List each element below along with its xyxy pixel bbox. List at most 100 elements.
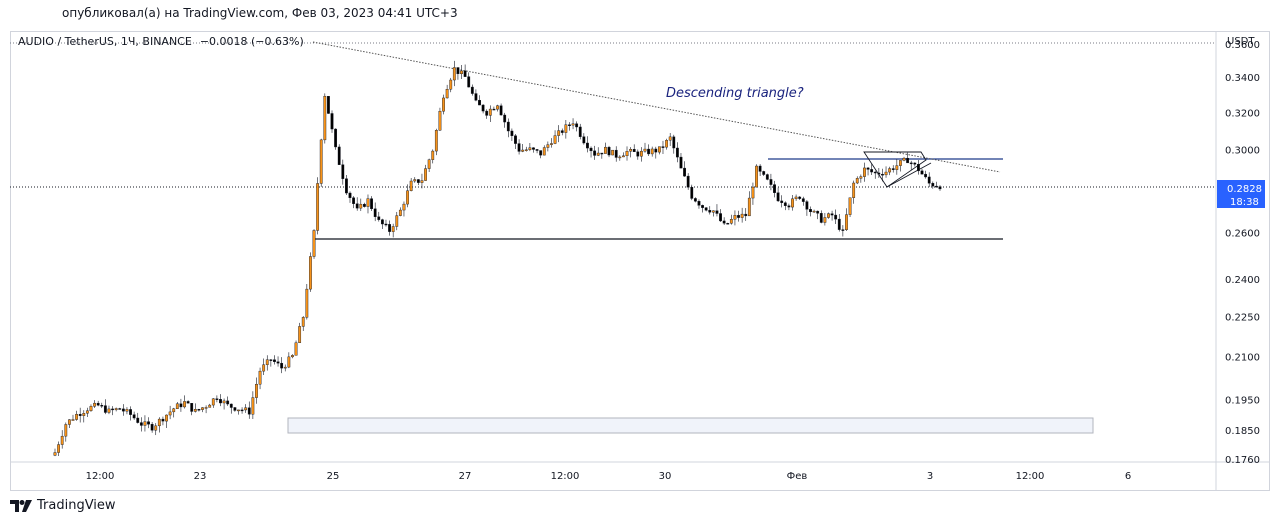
range-box[interactable]	[287, 417, 1094, 434]
time-tick-label: 12:00	[551, 471, 580, 482]
candle-body	[255, 383, 258, 398]
candle-body	[503, 114, 507, 123]
candle-body	[647, 148, 650, 155]
candle-body	[118, 408, 122, 410]
candle-body	[179, 403, 183, 408]
candle-body	[917, 164, 920, 172]
candle-body	[168, 411, 172, 416]
candle-body	[884, 171, 888, 176]
candle-body	[568, 124, 571, 126]
last-price-badge	[1217, 180, 1265, 208]
candle-body	[398, 209, 402, 216]
chart-frame	[10, 31, 1270, 491]
candle-body	[690, 187, 694, 199]
price-tick-label: 0.2600	[1225, 229, 1260, 240]
descending-trendline[interactable]	[312, 41, 1001, 173]
candle-body	[553, 135, 557, 144]
candle-body	[557, 130, 561, 136]
candle-body	[575, 123, 579, 128]
symbol-change: −0.0018 (−0.63%)	[199, 35, 304, 48]
candle-body	[506, 121, 510, 132]
candle-body	[791, 198, 794, 208]
candle-body	[640, 150, 643, 157]
candle-body	[474, 93, 478, 101]
candle-body	[240, 409, 244, 412]
candle-body	[665, 140, 668, 148]
candle-body	[348, 192, 352, 198]
wedge-pattern[interactable]	[863, 151, 927, 188]
candle-body	[668, 136, 672, 141]
candle-body	[672, 136, 676, 149]
candle-body	[132, 414, 136, 419]
candle-body	[301, 317, 305, 327]
candle-body	[183, 401, 186, 408]
candle-body	[121, 408, 125, 412]
candle-body	[312, 230, 316, 257]
candle-body	[611, 149, 615, 156]
candle-body	[208, 404, 212, 408]
candle-body	[460, 70, 463, 75]
candle-body	[762, 171, 766, 175]
price-tick-label: 0.2100	[1225, 353, 1260, 364]
candle-body	[931, 183, 935, 187]
candle-body	[370, 198, 373, 210]
price-tick-label: 0.3600	[1225, 40, 1260, 51]
candle-body	[391, 226, 395, 232]
candle-body	[913, 162, 917, 165]
candle-body	[877, 172, 881, 175]
candle-body	[409, 180, 413, 191]
candle-body	[449, 79, 453, 90]
candle-body	[657, 146, 661, 153]
candle-body	[733, 215, 737, 220]
time-ticks: 12:00 23 25 27 12:00 30 Фев 3 12:00 6	[86, 471, 1132, 482]
price-tick-label: 0.1760	[1225, 455, 1260, 466]
candle-body	[758, 165, 762, 172]
time-tick-label: 27	[459, 471, 472, 482]
price-tick-label: 0.3200	[1225, 108, 1260, 119]
candle-body	[78, 413, 82, 416]
candle-body	[927, 176, 931, 184]
candle-body	[783, 202, 787, 206]
candle-body	[604, 146, 607, 154]
candle-body	[485, 110, 489, 116]
candle-body	[855, 178, 859, 184]
candle-body	[362, 203, 366, 207]
candle-body	[103, 405, 107, 413]
candle-body	[607, 146, 611, 156]
candle-body	[801, 198, 805, 202]
candle-body	[384, 223, 388, 226]
candle-body	[679, 156, 683, 169]
candle-body	[265, 359, 269, 365]
tradingview-brand[interactable]: TradingView	[10, 498, 116, 513]
brand-name: TradingView	[37, 498, 116, 513]
candle-body	[697, 201, 701, 206]
candle-body	[902, 157, 906, 161]
candle-body	[327, 95, 330, 114]
candle-body	[452, 67, 456, 81]
candle-body	[906, 157, 910, 164]
candle-body	[244, 407, 248, 411]
candle-body	[352, 197, 355, 204]
candle-body	[654, 148, 658, 153]
candle-body	[845, 214, 848, 230]
candle-body	[406, 190, 409, 205]
candle-body	[629, 148, 633, 152]
candle-body	[319, 139, 323, 184]
candle-body	[273, 359, 276, 362]
candle-body	[834, 214, 838, 220]
candle-body	[837, 218, 841, 230]
candle-body	[442, 97, 445, 112]
candle-body	[75, 413, 78, 420]
candle-body	[456, 67, 460, 75]
candle-body	[175, 403, 179, 409]
candle-body	[478, 99, 481, 106]
candle-body	[172, 408, 176, 413]
candle-body	[909, 162, 913, 165]
candle-body	[859, 176, 863, 179]
candle-body	[64, 424, 68, 437]
candle-body	[622, 155, 625, 158]
candle-body	[812, 210, 816, 213]
candle-body	[481, 104, 485, 112]
candle-body	[413, 179, 417, 182]
